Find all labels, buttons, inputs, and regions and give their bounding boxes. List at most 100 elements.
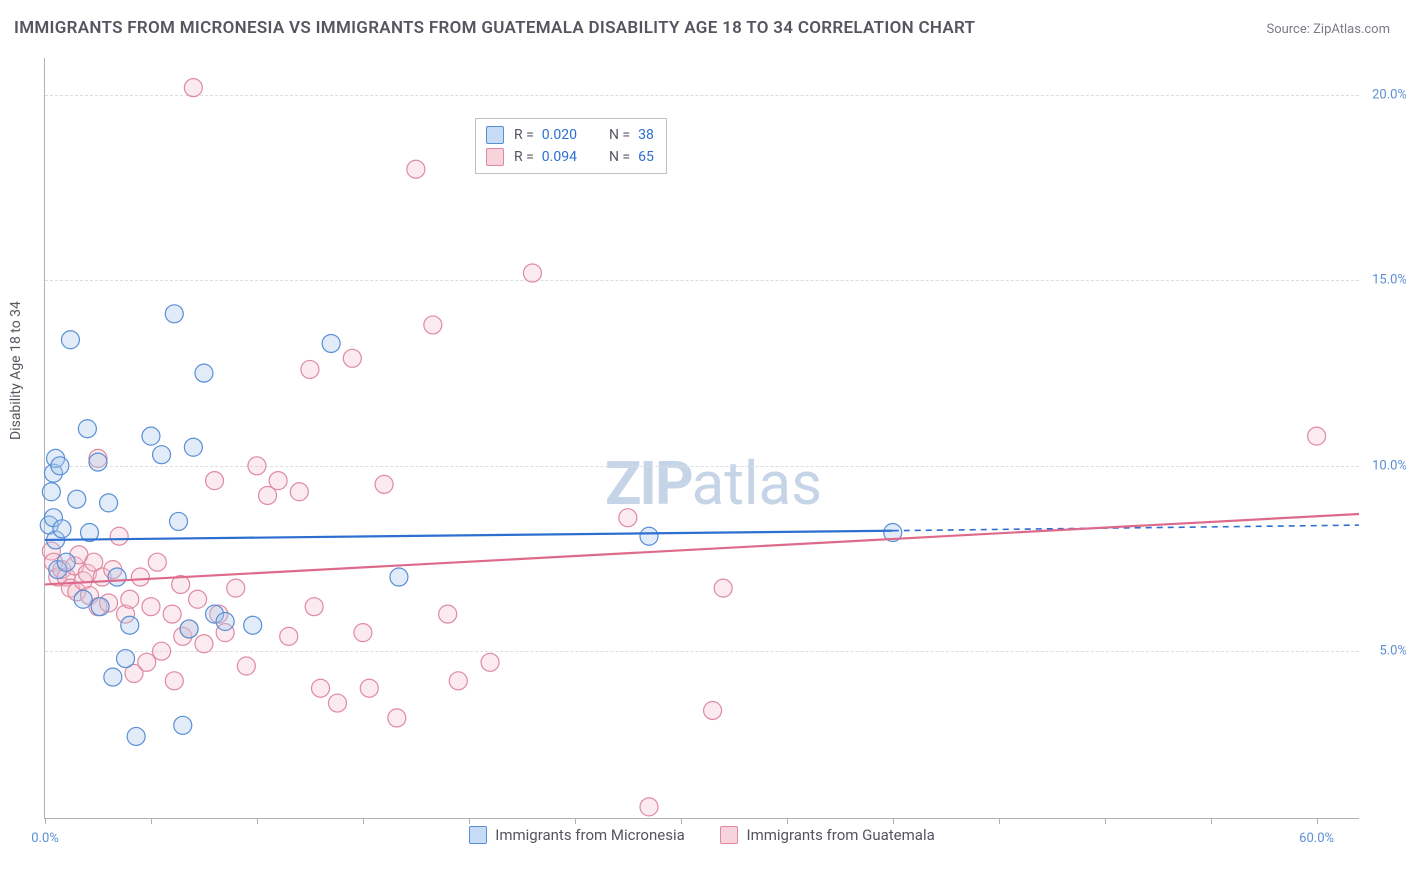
scatter-point — [127, 727, 145, 745]
legend-r-label: R = — [514, 146, 534, 168]
scatter-point — [165, 305, 183, 323]
swatch-series-1 — [469, 826, 487, 844]
xtick-mark — [681, 818, 682, 824]
swatch-series-1 — [486, 126, 504, 144]
scatter-point — [153, 446, 171, 464]
legend-item-series-1: Immigrants from Micronesia — [469, 826, 685, 844]
scatter-point — [481, 653, 499, 671]
swatch-series-2 — [720, 826, 738, 844]
legend-row-series-1: R = 0.020 N = 38 — [486, 124, 654, 146]
xtick-mark — [151, 818, 152, 824]
scatter-point — [312, 679, 330, 697]
scatter-point — [195, 364, 213, 382]
ytick-label: 5.0% — [1363, 644, 1406, 659]
scatter-point — [704, 701, 722, 719]
scatter-point — [523, 264, 541, 282]
swatch-series-2 — [486, 148, 504, 166]
scatter-point — [388, 709, 406, 727]
scatter-point — [153, 642, 171, 660]
scatter-point — [142, 427, 160, 445]
scatter-point — [165, 672, 183, 690]
xtick-mark — [257, 818, 258, 824]
xtick-mark — [469, 818, 470, 824]
scatter-point — [714, 579, 732, 597]
scatter-point — [290, 483, 308, 501]
scatter-point — [328, 694, 346, 712]
scatter-point — [91, 598, 109, 616]
scatter-point — [104, 668, 122, 686]
scatter-point — [227, 579, 245, 597]
scatter-point — [174, 716, 192, 734]
scatter-point — [375, 475, 393, 493]
correlation-legend: R = 0.020 N = 38 R = 0.094 N = 65 — [475, 118, 667, 174]
legend-label-series-1: Immigrants from Micronesia — [495, 826, 685, 844]
scatter-plot-svg — [45, 58, 1359, 818]
legend-r-label: R = — [514, 124, 534, 146]
legend-row-series-2: R = 0.094 N = 65 — [486, 146, 654, 168]
scatter-point — [269, 472, 287, 490]
scatter-point — [78, 420, 96, 438]
xtick-mark — [893, 818, 894, 824]
scatter-point — [189, 590, 207, 608]
scatter-point — [148, 553, 166, 571]
scatter-point — [57, 553, 75, 571]
scatter-point — [131, 568, 149, 586]
legend-r-value-1: 0.020 — [542, 124, 577, 146]
ytick-label: 10.0% — [1363, 458, 1406, 473]
scatter-point — [89, 453, 107, 471]
scatter-point — [354, 624, 372, 642]
legend-n-label: N = — [609, 146, 630, 168]
scatter-point — [117, 650, 135, 668]
scatter-point — [216, 613, 234, 631]
scatter-point — [390, 568, 408, 586]
scatter-point — [206, 472, 224, 490]
legend-label-series-2: Immigrants from Guatemala — [746, 826, 934, 844]
scatter-point — [121, 616, 139, 634]
trend-line — [45, 531, 893, 540]
scatter-point — [640, 527, 658, 545]
scatter-point — [244, 616, 262, 634]
chart-title: IMMIGRANTS FROM MICRONESIA VS IMMIGRANTS… — [14, 18, 975, 38]
scatter-point — [61, 331, 79, 349]
scatter-point — [248, 457, 266, 475]
scatter-point — [237, 657, 255, 675]
scatter-point — [407, 160, 425, 178]
scatter-point — [180, 620, 198, 638]
xtick-mark — [787, 818, 788, 824]
scatter-point — [108, 568, 126, 586]
xtick-mark — [1211, 818, 1212, 824]
scatter-point — [343, 349, 361, 367]
scatter-point — [449, 672, 467, 690]
scatter-point — [51, 457, 69, 475]
xtick-mark — [575, 818, 576, 824]
scatter-point — [424, 316, 442, 334]
series-legend: Immigrants from Micronesia Immigrants fr… — [45, 826, 1359, 848]
trend-line — [45, 514, 1359, 584]
legend-r-value-2: 0.094 — [542, 146, 577, 168]
xtick-mark — [363, 818, 364, 824]
scatter-point — [184, 438, 202, 456]
scatter-point — [360, 679, 378, 697]
source-label: Source: ZipAtlas.com — [1266, 22, 1390, 37]
xtick-mark — [1317, 818, 1318, 824]
scatter-point — [100, 494, 118, 512]
xtick-mark — [45, 818, 46, 824]
legend-n-value-2: 65 — [638, 146, 654, 168]
legend-item-series-2: Immigrants from Guatemala — [720, 826, 934, 844]
scatter-point — [305, 598, 323, 616]
scatter-point — [184, 79, 202, 97]
scatter-point — [53, 520, 71, 538]
xtick-mark — [999, 818, 1000, 824]
legend-n-value-1: 38 — [638, 124, 654, 146]
legend-n-label: N = — [609, 124, 630, 146]
plot-area: ZIPatlas 5.0%10.0%15.0%20.0% 0.0%60.0% R… — [44, 58, 1359, 819]
scatter-point — [42, 483, 60, 501]
scatter-point — [163, 605, 181, 623]
scatter-point — [68, 490, 86, 508]
scatter-point — [110, 527, 128, 545]
scatter-point — [142, 598, 160, 616]
scatter-point — [74, 590, 92, 608]
scatter-point — [439, 605, 457, 623]
scatter-point — [138, 653, 156, 671]
scatter-point — [170, 512, 188, 530]
